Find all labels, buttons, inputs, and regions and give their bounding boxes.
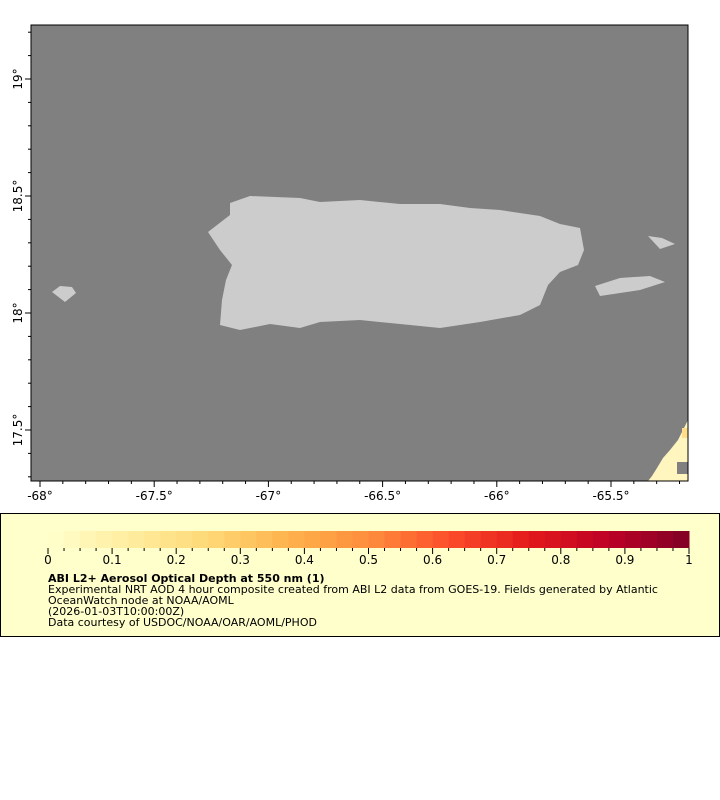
colorbar-tick-label: 0.4 — [295, 553, 314, 567]
colorbar-cell — [656, 531, 674, 548]
legend-time: (2026-01-03T10:00:00Z) — [48, 605, 185, 618]
colorbar-cell — [640, 531, 658, 548]
colorbar-tick-label: 0.7 — [487, 553, 506, 567]
colorbar-cell — [464, 531, 482, 548]
land-culebra — [648, 236, 675, 249]
colorbar-cell — [496, 531, 514, 548]
colorbar-cell — [592, 531, 610, 548]
colorbar-cell — [368, 531, 386, 548]
colorbar-cell — [336, 531, 353, 548]
lon-tick-label: -68° — [27, 489, 53, 503]
colorbar-cell — [192, 531, 209, 548]
colorbar-cell — [448, 531, 466, 548]
lon-tick-label: -67.5° — [136, 489, 173, 503]
lon-tick-label: -65.5° — [592, 489, 629, 503]
colorbar-cell — [560, 531, 578, 548]
lat-tick-label: 18° — [11, 302, 25, 323]
legend-description: Experimental NRT AOD 4 hour composite cr… — [48, 583, 658, 596]
lon-tick-label: -66.5° — [364, 489, 401, 503]
colorbar: 0 0.1 0.2 0.3 0.4 0.5 0.6 0.7 0.8 0.9 1 — [44, 531, 693, 567]
colorbar-cell — [272, 531, 289, 548]
colorbar-cell — [576, 531, 594, 548]
colorbar-cell — [144, 531, 161, 548]
colorbar-cell — [624, 531, 642, 548]
land-puerto-rico — [208, 196, 584, 330]
colorbar-cell — [352, 531, 369, 548]
lat-tick-label: 17.5° — [11, 414, 25, 447]
legend-description-cont: OceanWatch node at NOAA/AOML — [48, 594, 234, 607]
colorbar-tick-label: 0.1 — [103, 553, 122, 567]
colorbar-cell — [400, 531, 418, 548]
colorbar-tick-label: 0.9 — [615, 553, 634, 567]
colorbar-cell — [528, 531, 546, 548]
colorbar-tick-label: 0.5 — [359, 553, 378, 567]
colorbar-cell — [304, 531, 321, 548]
colorbar-tick-label: 0.2 — [167, 553, 186, 567]
colorbar-cell — [48, 531, 65, 548]
legend-title: ABI L2+ Aerosol Optical Depth at 550 nm … — [48, 572, 325, 585]
legend-panel: 0 0.1 0.2 0.3 0.4 0.5 0.6 0.7 0.8 0.9 1 ABI L2+ Ae… — [0, 513, 720, 637]
colorbar-cell — [176, 531, 193, 548]
lat-tick-label: 18.5° — [11, 180, 25, 213]
legend-credit: Data courtesy of USDOC/NOAA/OAR/AOML/PHO… — [48, 616, 317, 629]
colorbar-cell — [432, 531, 450, 548]
colorbar-cell — [160, 531, 177, 548]
aod-data-pixel — [682, 428, 688, 438]
colorbar-cell — [512, 531, 530, 548]
colorbar-cell — [608, 531, 626, 548]
colorbar-cell — [96, 531, 113, 548]
colorbar-cell — [224, 531, 241, 548]
colorbar-tick-label: 0.6 — [423, 553, 442, 567]
colorbar-cell — [416, 531, 434, 548]
colorbar-cell — [480, 531, 498, 548]
lon-tick-label: -67° — [256, 489, 282, 503]
colorbar-cell — [208, 531, 225, 548]
colorbar-cell — [256, 531, 273, 548]
colorbar-cell — [240, 531, 257, 548]
land-mona — [52, 286, 76, 302]
lat-tick-label: 19° — [11, 68, 25, 89]
colorbar-cell — [544, 531, 562, 548]
colorbar-cell — [288, 531, 305, 548]
colorbar-cell — [384, 531, 402, 548]
lon-tick-label: -66° — [484, 489, 510, 503]
land-vieques — [595, 276, 665, 296]
colorbar-cell — [672, 531, 690, 548]
colorbar-tick-label: 1 — [685, 553, 693, 567]
colorbar-cell — [80, 531, 97, 548]
colorbar-tick-label: 0.8 — [551, 553, 570, 567]
colorbar-cell — [320, 531, 337, 548]
map-plot: -68° -67.5° -67° -66.5° -66° -65.5° 19° 18.5° 18… — [11, 24, 689, 503]
aod-missing-pixel — [677, 462, 688, 474]
colorbar-cell — [128, 531, 145, 548]
colorbar-tick-label: 0.3 — [231, 553, 250, 567]
colorbar-tick-label: 0 — [44, 553, 52, 567]
colorbar-cell — [64, 531, 81, 548]
colorbar-cell — [112, 531, 129, 548]
